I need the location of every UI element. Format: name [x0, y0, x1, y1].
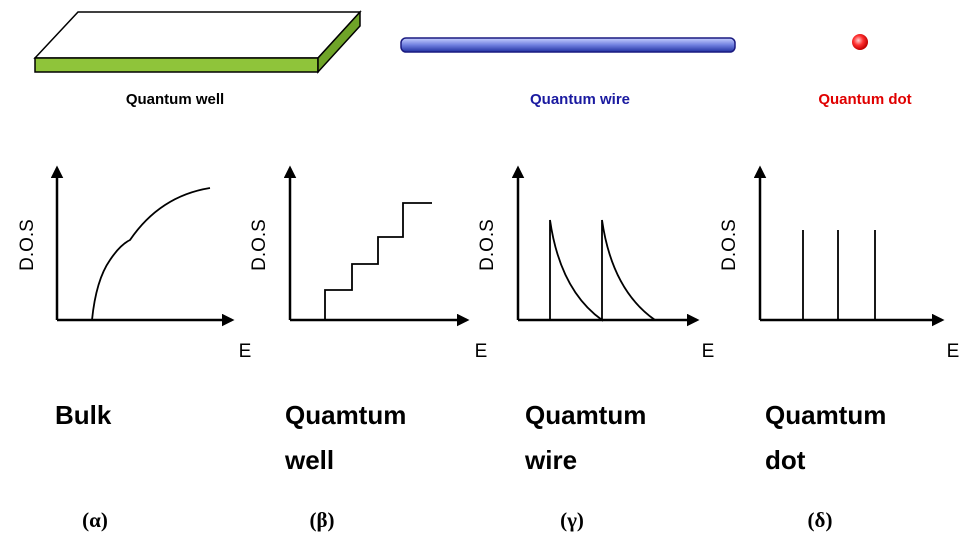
well-slab [35, 12, 360, 72]
diagram: Quantum well Quantum wire Quantum dot D.… [0, 0, 962, 537]
panel-name: Bulk [55, 400, 112, 430]
x-axis-label: E [475, 341, 488, 362]
x-axis-label: E [239, 341, 252, 362]
panel-caption: (α) [82, 508, 108, 532]
panel-name: Quamtum [285, 400, 406, 430]
wire-curve [550, 220, 655, 320]
y-axis-label: D.O.S [17, 219, 38, 271]
structure-label: Quantum well [126, 91, 224, 108]
bulk-curve [92, 188, 210, 320]
panel-caption: (δ) [808, 508, 833, 532]
panel-name: dot [765, 445, 806, 475]
y-axis-label: D.O.S [477, 219, 498, 271]
panel-name: wire [524, 445, 577, 475]
wire-shape [401, 38, 735, 52]
panel-caption: (β) [309, 508, 334, 532]
panel-labels: D.O.S E Bulk (α) D.O.S E Quamtum well (β) D.O.S E Q… [17, 219, 959, 532]
well-steps [325, 203, 432, 320]
dot-lines [803, 230, 875, 320]
dot-shape [852, 34, 868, 50]
x-axis-label: E [702, 341, 715, 362]
structure-label: Quantum dot [818, 91, 911, 108]
panel-name: well [284, 445, 334, 475]
panel-name: Quamtum [765, 400, 886, 430]
axes [57, 168, 942, 320]
x-axis-label: E [947, 341, 960, 362]
structure-label: Quantum wire [530, 91, 630, 108]
panel-caption: (γ) [560, 508, 584, 532]
y-axis-label: D.O.S [249, 219, 270, 271]
y-axis-label: D.O.S [719, 219, 740, 271]
panel-name: Quamtum [525, 400, 646, 430]
